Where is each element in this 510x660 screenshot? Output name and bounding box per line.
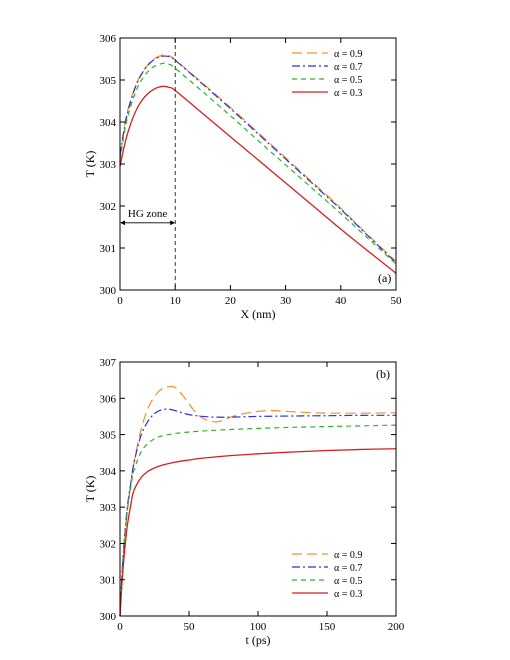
x-tick-label: 20: [225, 295, 237, 307]
y-tick-label: 300: [100, 285, 117, 297]
series-line-alpha-0-9: [119, 385, 397, 617]
legend-label: α = 0.9: [334, 550, 362, 561]
x-tick-label: 150: [319, 621, 336, 633]
series-line-alpha-0-5: [119, 424, 397, 617]
legend-label: α = 0.3: [334, 88, 362, 99]
legend-label: α = 0.5: [334, 75, 362, 86]
y-tick-label: 301: [100, 243, 117, 255]
y-tick-label: 300: [100, 611, 117, 623]
y-tick-label: 306: [100, 33, 117, 45]
x-axis-label: t (ps): [246, 633, 271, 647]
y-tick-label: 302: [100, 538, 117, 550]
y-tick-label: 305: [100, 430, 117, 442]
x-tick-label: 0: [117, 295, 123, 307]
panel-label: (b): [376, 367, 390, 381]
series-line-alpha-0-3: [119, 85, 397, 274]
series-line-alpha-0-5: [119, 62, 397, 265]
panel-a: 0 10 20 30 40 50 300 301 302 303 304 305 306 X (nm) T …: [83, 33, 402, 321]
x-tick-label: 0: [117, 621, 123, 633]
legend-label: α = 0.7: [334, 563, 362, 574]
y-tick-label: 304: [100, 117, 117, 129]
y-tick-label: 301: [100, 575, 117, 587]
y-axis-label: T (K): [83, 476, 97, 503]
x-tick-label: 50: [184, 621, 196, 633]
series-line-alpha-0-9: [119, 54, 397, 262]
y-tick-label: 307: [100, 357, 117, 369]
panel-label: (a): [378, 271, 391, 285]
series-line-alpha-0-7: [119, 408, 397, 617]
legend-label: α = 0.3: [334, 589, 362, 600]
y-tick-label: 304: [100, 466, 117, 478]
y-tick-label: 303: [100, 159, 117, 171]
legend-label: α = 0.5: [334, 576, 362, 587]
x-tick-label: 100: [250, 621, 267, 633]
y-tick-label: 305: [100, 75, 117, 87]
x-tick-label: 30: [280, 295, 292, 307]
legend-label: α = 0.7: [334, 62, 362, 73]
y-tick-label: 303: [100, 502, 117, 514]
series-line-alpha-0-3: [119, 448, 397, 617]
x-tick-label: 200: [388, 621, 405, 633]
y-axis-label: T (K): [83, 151, 97, 178]
x-tick-label: 40: [335, 295, 347, 307]
x-axis-label: X (nm): [241, 307, 276, 321]
y-tick-label: 302: [100, 201, 117, 213]
panel-b: 0 50 100 150 200 300 301 302 303 304 305 306 307 t (p…: [83, 357, 405, 647]
x-tick-label: 10: [170, 295, 182, 307]
y-tick-label: 306: [100, 393, 117, 405]
hg-zone-label: HG zone: [128, 208, 168, 220]
legend-label: α = 0.9: [334, 49, 362, 60]
x-tick-label: 50: [391, 295, 403, 307]
